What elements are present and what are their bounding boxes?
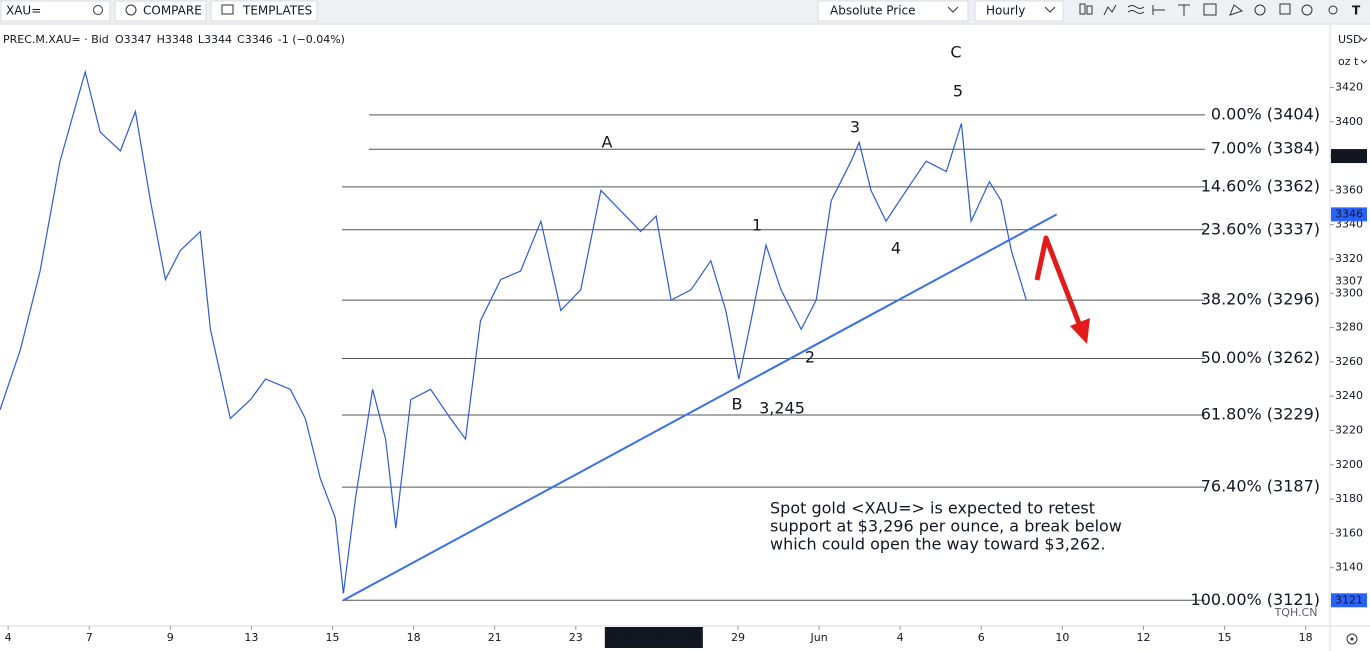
templates-label: TEMPLATES — [242, 4, 312, 18]
templates-button[interactable] — [210, 0, 318, 22]
symbol: XAU= — [6, 4, 41, 18]
x-tick-label: 23 — [569, 631, 583, 644]
symbol-box[interactable] — [0, 0, 111, 22]
chevron — [947, 6, 959, 13]
chevron — [1360, 59, 1368, 64]
crosshair-price-box — [1331, 149, 1367, 164]
y-tick-label: 3220 — [1335, 423, 1363, 436]
fib-label: 23.60% (3337) — [1201, 219, 1320, 238]
wave-label: 3 — [850, 118, 860, 137]
x-tick-label: 15 — [1218, 631, 1232, 644]
y-tick-label: 3180 — [1335, 492, 1363, 505]
settings-icon[interactable] — [1346, 633, 1358, 645]
wave-label: 5 — [953, 82, 963, 101]
x-tick-label: 4 — [5, 631, 12, 644]
x-tick-label: 10 — [1055, 631, 1069, 644]
legend-value: O3347 — [115, 33, 152, 46]
wave-label: B — [732, 395, 743, 414]
interval: Hourly — [986, 4, 1025, 18]
low-price: 3121 — [1335, 593, 1363, 606]
y-tick-label: 3240 — [1335, 389, 1363, 402]
fib-label: 76.40% (3187) — [1201, 477, 1320, 496]
x-tick-label: 15 — [326, 631, 340, 644]
x-tick-label: 12 — [1136, 631, 1150, 644]
y-tick-label: 3140 — [1335, 561, 1363, 574]
unit: oz t — [1338, 55, 1359, 68]
tool-icons[interactable] — [1079, 3, 1338, 16]
wave-label: C — [950, 43, 961, 62]
last-price-box — [1331, 207, 1367, 222]
legend-value: H3348 — [157, 33, 193, 46]
interval-select[interactable] — [974, 0, 1064, 22]
legend-symbol: PREC.M.XAU= · Bid — [3, 33, 109, 46]
x-tick-label: 9 — [167, 631, 174, 644]
low-price-box — [1331, 593, 1367, 608]
x-tick-label: 4 — [897, 631, 904, 644]
fib-label: 38.20% (3296) — [1201, 290, 1320, 309]
price-mode: Absolute Price — [830, 4, 916, 18]
y-tick-label: 3320 — [1335, 252, 1363, 265]
compare-button[interactable] — [114, 0, 207, 22]
crosshair-x-label: 26 May '25 23:00 — [606, 631, 702, 644]
compare-icon — [125, 4, 137, 16]
currency: USD — [1338, 33, 1362, 46]
search-icon[interactable] — [93, 5, 103, 15]
wave-label: 1 — [752, 216, 762, 235]
watermark: TQH.CN — [1274, 606, 1318, 619]
folder-icon — [221, 4, 234, 15]
x-tick-label: 13 — [244, 631, 258, 644]
price-line — [0, 69, 1027, 594]
wave-label: 2 — [805, 348, 815, 367]
annotation: Spot gold <XAU=> is expected to retest — [770, 499, 1095, 518]
legend-value: L3344 — [198, 33, 232, 46]
x-tick-label: 6 — [978, 631, 985, 644]
brand-icon: T — [1352, 4, 1361, 18]
compare-label: COMPARE — [143, 4, 202, 18]
legend-value: -1 (−0.04%) — [278, 33, 345, 46]
x-tick-label: 7 — [86, 631, 93, 644]
chevron — [1044, 6, 1056, 13]
y-tick-label: 3420 — [1335, 80, 1363, 93]
x-tick-label: Jun — [809, 631, 827, 644]
fib-label: 0.00% (3404) — [1211, 104, 1320, 123]
fib-label: 100.00% (3121) — [1191, 590, 1320, 609]
y-tick-label: 3360 — [1335, 183, 1363, 196]
wave-label: 4 — [891, 239, 901, 258]
y-tick-label: 3280 — [1335, 321, 1363, 334]
fib-label: 7.00% (3384) — [1211, 139, 1320, 158]
x-tick-label: 29 — [731, 631, 745, 644]
fib-label: 50.00% (3262) — [1201, 348, 1320, 367]
red-arrow — [1034, 235, 1090, 344]
crosshair-x-box — [604, 627, 703, 648]
price-mode-select[interactable] — [817, 0, 969, 22]
legend-value: C3346 — [237, 33, 273, 46]
price-label: 3307 — [1335, 274, 1363, 287]
y-tick-label: 3400 — [1335, 115, 1363, 128]
trendline — [342, 213, 1058, 602]
y-tick-label: 3160 — [1335, 526, 1363, 539]
annotation: which could open the way toward $3,262. — [770, 535, 1105, 554]
wave-label: A — [602, 133, 613, 152]
annotation: support at $3,296 per ounce, a break bel… — [770, 517, 1122, 536]
wave-label: 3,245 — [759, 399, 805, 418]
fib-label: 14.60% (3362) — [1201, 176, 1320, 195]
y-tick-label: 3200 — [1335, 458, 1363, 471]
crosshair-price: 3380 — [1335, 149, 1363, 162]
fib-label: 61.80% (3229) — [1201, 405, 1320, 424]
x-tick-label: 18 — [1299, 631, 1313, 644]
x-tick-label: 21 — [488, 631, 502, 644]
y-tick-label: 3260 — [1335, 355, 1363, 368]
last-price: 3346 — [1335, 207, 1363, 220]
chevron — [1360, 37, 1368, 42]
y-tick-label: 3300 — [1335, 286, 1363, 299]
x-tick-label: 18 — [407, 631, 421, 644]
